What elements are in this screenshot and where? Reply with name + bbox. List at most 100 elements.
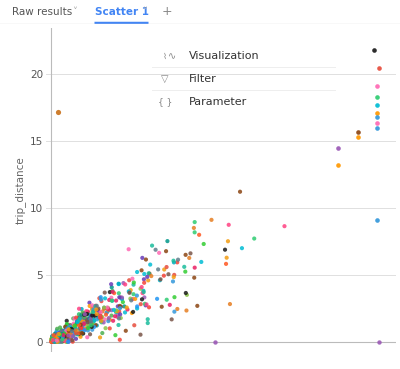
Point xyxy=(66,325,72,331)
Point xyxy=(200,241,207,247)
Point xyxy=(63,325,70,331)
Point xyxy=(97,313,103,318)
Point xyxy=(56,338,62,344)
Point xyxy=(60,335,66,341)
Point xyxy=(80,311,87,317)
Point xyxy=(122,328,129,334)
Point xyxy=(51,337,57,343)
Point xyxy=(68,323,74,328)
Point xyxy=(78,312,85,318)
Text: { }: { } xyxy=(158,97,172,106)
Text: ∿: ∿ xyxy=(168,51,176,61)
Point xyxy=(52,337,59,343)
Point xyxy=(62,324,68,330)
Point xyxy=(166,302,173,308)
Point xyxy=(161,273,167,279)
Point xyxy=(49,339,56,345)
Point xyxy=(145,277,151,283)
Point xyxy=(90,309,96,315)
Point xyxy=(111,290,117,296)
Point xyxy=(68,326,75,332)
Point xyxy=(56,332,62,338)
Text: ˅: ˅ xyxy=(72,7,77,17)
Point xyxy=(58,328,65,334)
Point xyxy=(49,339,56,345)
Point xyxy=(147,262,154,268)
Point xyxy=(80,331,86,337)
Point xyxy=(82,310,88,316)
Point xyxy=(80,317,86,323)
Point xyxy=(50,338,56,344)
Point xyxy=(171,272,178,278)
Point xyxy=(72,324,79,330)
Point xyxy=(134,293,140,299)
Point xyxy=(88,319,94,325)
Point xyxy=(52,338,59,344)
Point xyxy=(148,273,154,279)
Point xyxy=(72,327,78,333)
Point xyxy=(73,336,79,342)
Point xyxy=(63,327,70,333)
Point xyxy=(53,335,60,341)
Point xyxy=(48,338,55,344)
Point xyxy=(223,261,229,267)
Point xyxy=(73,322,79,328)
Point xyxy=(225,238,231,244)
Point xyxy=(106,325,113,331)
Point xyxy=(78,329,84,335)
Point xyxy=(105,307,111,313)
Point xyxy=(48,339,55,345)
Point xyxy=(54,338,60,344)
Point xyxy=(126,290,133,296)
Point xyxy=(146,270,152,276)
Point xyxy=(78,326,85,332)
Point xyxy=(56,336,62,342)
Point xyxy=(89,315,96,321)
Point xyxy=(64,322,70,328)
Point xyxy=(65,322,71,328)
Point xyxy=(117,305,123,311)
Point xyxy=(212,339,218,345)
Point xyxy=(57,331,63,337)
Point xyxy=(78,320,84,326)
Point xyxy=(58,335,65,341)
Point xyxy=(174,259,180,265)
Point xyxy=(61,334,68,339)
Point xyxy=(79,327,85,333)
Point xyxy=(68,324,74,330)
Point xyxy=(99,314,105,320)
Point xyxy=(66,328,72,334)
Point xyxy=(66,326,72,332)
Point xyxy=(144,316,151,322)
Point xyxy=(126,289,132,294)
Point xyxy=(49,339,55,345)
Point xyxy=(102,325,109,331)
Point xyxy=(144,274,150,280)
Point xyxy=(89,321,95,327)
Point xyxy=(64,332,70,338)
Point xyxy=(80,322,86,328)
Point xyxy=(84,321,91,327)
Point xyxy=(78,306,85,312)
Point xyxy=(53,333,59,339)
Point xyxy=(68,331,75,337)
Point xyxy=(62,337,68,342)
Point xyxy=(132,296,138,302)
Point xyxy=(119,294,125,300)
Point xyxy=(67,325,74,331)
Point xyxy=(90,319,97,325)
Point xyxy=(88,323,94,328)
Point xyxy=(81,315,88,321)
Point xyxy=(117,337,123,343)
Point xyxy=(87,318,94,324)
Point xyxy=(82,327,88,333)
Point xyxy=(51,338,58,344)
Point xyxy=(55,335,62,341)
Point xyxy=(90,320,96,325)
Point xyxy=(70,331,76,337)
Point xyxy=(251,235,258,241)
Point xyxy=(149,243,155,249)
Point xyxy=(106,316,112,322)
Point xyxy=(69,328,75,334)
Point xyxy=(51,338,58,344)
